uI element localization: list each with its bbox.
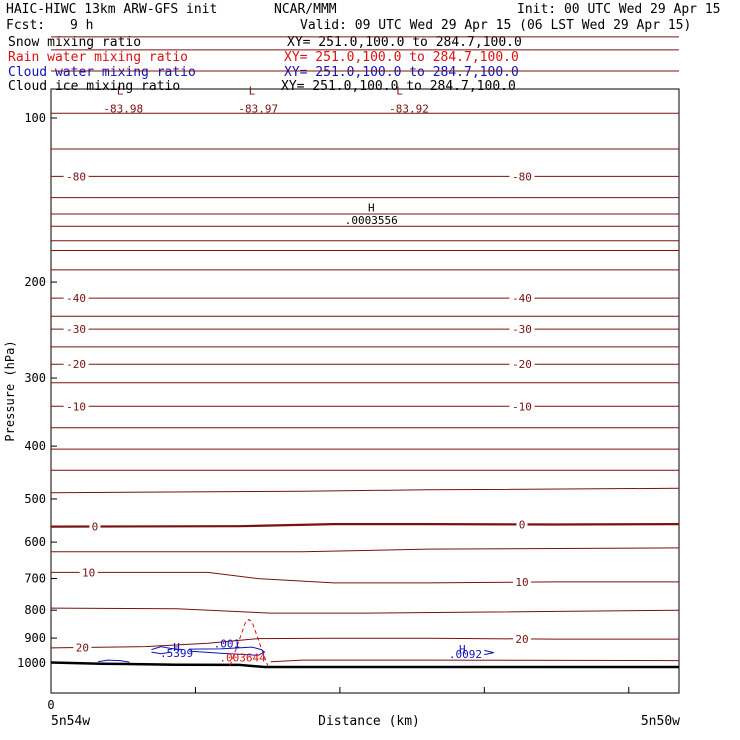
y-tick-label: 100 <box>24 111 46 125</box>
isotherm-line <box>50 637 679 649</box>
y-tick-label: 800 <box>24 603 46 617</box>
isotherm-label-bg <box>509 358 535 370</box>
isotherm-label: 0 <box>92 521 99 534</box>
isotherm-label: -80 <box>512 170 532 183</box>
isotherm-label: 10 <box>515 576 528 589</box>
extremum-label: -83.97 <box>238 102 278 115</box>
field-xy-rain: XY= 251.0,100.0 to 284.7,100.0 <box>284 50 519 65</box>
x-left-end-label: 5n54w <box>51 714 90 729</box>
isotherm-label-bg <box>513 576 531 588</box>
isotherm-label: -10 <box>66 400 86 413</box>
extremum-label: -83.98 <box>103 102 143 115</box>
isotherm-line <box>51 547 680 553</box>
plot-title: HAIC-HIWC 13km ARW-GFS init <box>6 2 218 17</box>
field-name-rain: Rain water mixing ratio <box>8 50 189 65</box>
isotherm-label-bg <box>509 170 535 182</box>
isotherm-label: -40 <box>512 292 532 305</box>
hydrometeor-group <box>50 618 679 669</box>
isotherm-label-bg <box>516 518 528 530</box>
extremum-label: L <box>396 84 403 97</box>
x-right-end-label: 5n50w <box>641 714 680 729</box>
isotherm-label-bg <box>513 632 531 644</box>
plot-frame <box>50 88 680 694</box>
x-tick-label: 0 <box>47 698 54 712</box>
isotherm-label: -80 <box>66 170 86 183</box>
y-axis-label: Pressure (hPa) <box>3 340 17 441</box>
isotherm-label: -10 <box>512 400 532 413</box>
isotherm-label-bg <box>79 566 98 578</box>
y-tick-label: 400 <box>24 439 46 453</box>
extremum-label: H <box>368 202 375 215</box>
isotherm-label: -40 <box>66 292 86 305</box>
field-name-cloud-water: Cloud water mixing ratio <box>8 65 196 80</box>
valid-time: Valid: 09 UTC Wed 29 Apr 15 (06 LST Wed … <box>300 18 692 33</box>
isotherm-group: -80 -80 -40 -40 -30 -30 -20 -20 -10 -10 0 0 10 10 20 20 <box>50 36 680 663</box>
isotherm-label-bg <box>63 400 89 412</box>
isotherm-label: -30 <box>66 323 86 336</box>
extremum-label: H <box>459 643 466 656</box>
y-tick-label: 700 <box>24 572 46 586</box>
isotherm-label-bg <box>509 292 535 304</box>
extremum-label: .0092 <box>449 648 482 661</box>
y-tick-label: 600 <box>24 535 46 549</box>
cloud-water-contour <box>98 659 130 663</box>
isotherm-label-bg <box>63 292 89 304</box>
field-xy-cloud-water: XY= 251.0,100.0 to 284.7,100.0 <box>284 65 519 80</box>
isotherm-label-bg <box>509 400 535 412</box>
isotherm-line <box>50 607 680 614</box>
y-tick-label: 200 <box>24 275 46 289</box>
isotherm-label-bg <box>509 323 535 335</box>
y-tick-label: 1000 <box>17 656 46 670</box>
extremum-label: .5399 <box>160 647 193 660</box>
extremum-label: .003644 <box>219 652 266 665</box>
isotherm-label-bg <box>63 323 89 335</box>
isotherm-label: -20 <box>66 358 86 371</box>
isotherm-label: 0 <box>519 518 526 531</box>
field-name-cloud-ice: Cloud ice mixing ratio <box>8 79 181 94</box>
rain-contour <box>229 618 269 666</box>
extremum-label: L <box>249 84 256 97</box>
init-time: Init: 00 UTC Wed 29 Apr 15 <box>517 2 721 17</box>
cloud-water-contour <box>189 646 266 656</box>
isotherm-line <box>51 571 679 584</box>
organization: NCAR/MMM <box>274 2 337 17</box>
extremum-label: -83.92 <box>389 102 429 115</box>
isotherm-line <box>270 659 680 663</box>
y-tick-label: 500 <box>24 492 46 506</box>
y-tick-label: 300 <box>24 371 46 385</box>
forecast-hour: 9 h <box>70 18 94 33</box>
isotherm-label-bg <box>63 170 89 182</box>
isotherm-label: 20 <box>76 641 89 654</box>
extremum-label: H <box>173 641 180 654</box>
isotherm-label: -30 <box>512 323 532 336</box>
field-xy-snow: XY= 251.0,100.0 to 284.7,100.0 <box>287 35 522 50</box>
cloud-water-contour <box>151 646 183 651</box>
isotherm-line <box>50 523 680 528</box>
isotherm-label: 20 <box>515 633 528 646</box>
isotherm-label-bg <box>89 520 101 532</box>
x-axis-label: Distance (km) <box>318 714 420 729</box>
extremum-label: .001 <box>214 637 241 650</box>
cloud-water-contour <box>151 651 171 655</box>
extremum-label: .0003556 <box>345 214 398 227</box>
cloud-water-contour <box>484 649 494 656</box>
isotherm-label-bg <box>73 641 92 653</box>
field-xy-cloud-ice: XY= 251.0,100.0 to 284.7,100.0 <box>281 79 516 94</box>
y-tick-label: 900 <box>24 631 46 645</box>
isotherm-label: 10 <box>82 566 95 579</box>
field-name-snow: Snow mixing ratio <box>8 35 142 50</box>
extremum-label: L <box>117 84 124 97</box>
forecast-label: Fcst: <box>6 18 46 33</box>
annotation-group: L-83.98L-83.97L-83.92H.0003556H.5399.001… <box>103 84 482 664</box>
isotherm-label: -20 <box>512 358 532 371</box>
isotherm-label-bg <box>63 358 89 370</box>
terrain-line <box>50 661 679 669</box>
isotherm-line <box>50 487 680 494</box>
